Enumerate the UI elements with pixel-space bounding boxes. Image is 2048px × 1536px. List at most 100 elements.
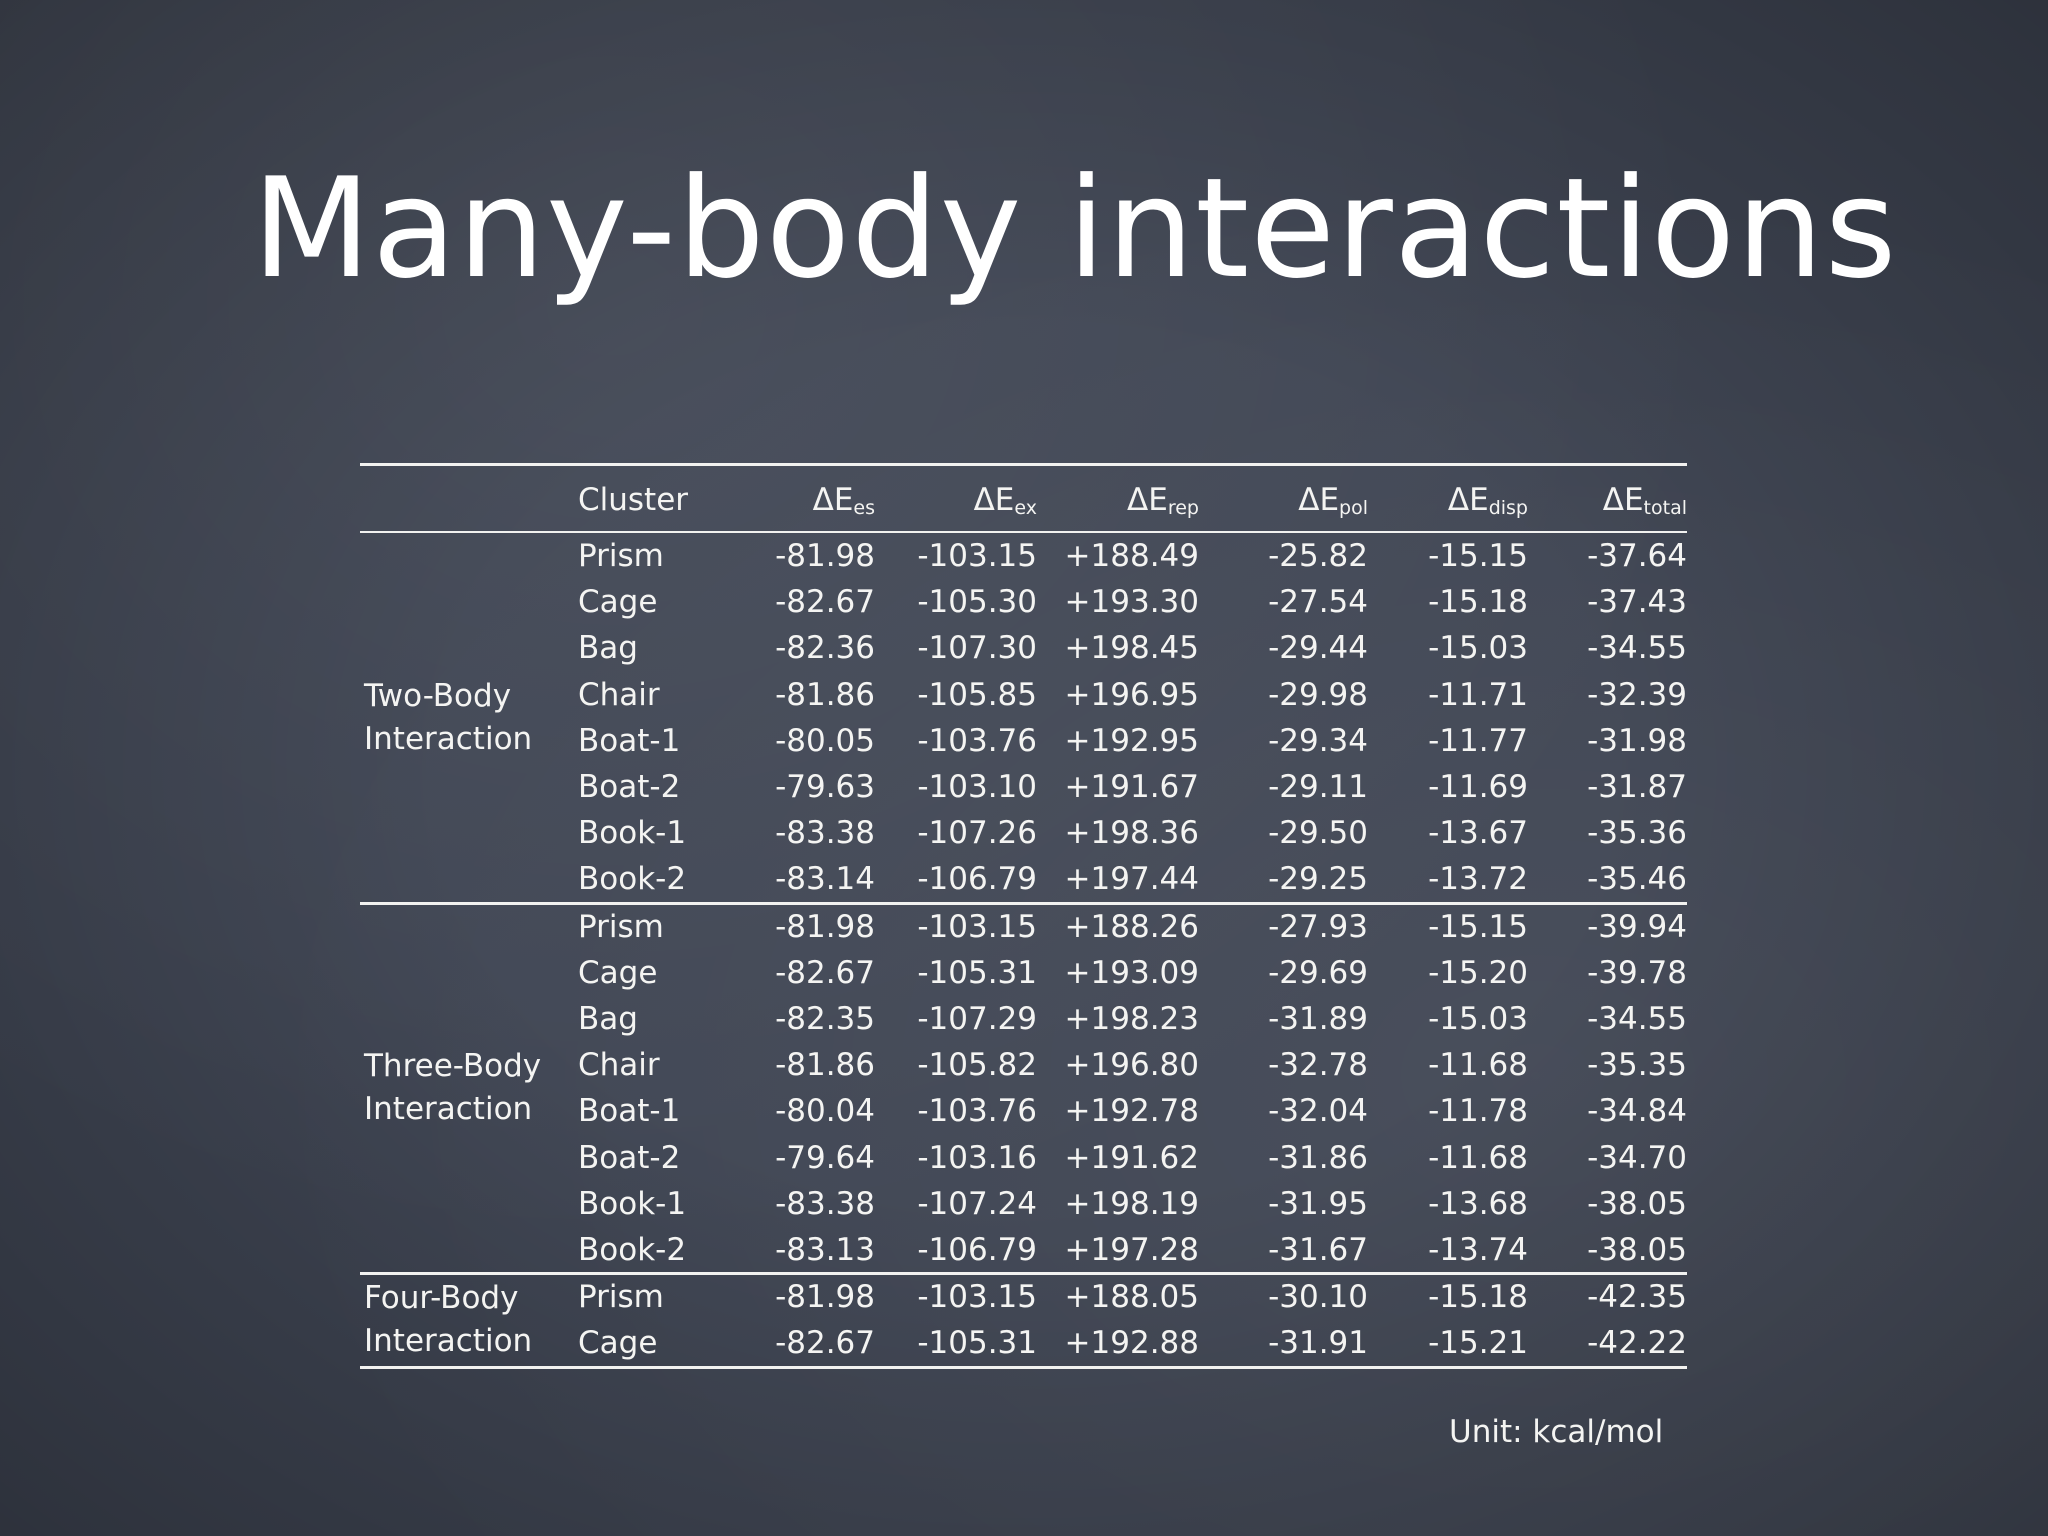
value-rep: +197.44 (1064, 861, 1199, 898)
value-disp: -15.21 (1428, 1325, 1528, 1362)
header-delta-e-es: ΔEes (812, 482, 875, 519)
table-row: Bag -82.35 -107.29 +198.23 -31.89 -15.03 -34.5… (360, 996, 1687, 1042)
value-disp: -15.20 (1428, 954, 1528, 991)
table-bottom-rule (360, 1365, 1687, 1369)
value-pol: -29.11 (1268, 769, 1368, 805)
cluster-name: Chair (578, 676, 660, 713)
table-row: Prism -81.98 -103.15 +188.26 -27.93 -15.15 -39… (360, 904, 1687, 950)
value-ex: -103.76 (917, 1093, 1037, 1130)
value-pol: -31.86 (1268, 1139, 1368, 1176)
value-pol: -29.25 (1268, 861, 1368, 898)
cluster-name: Prism (578, 1279, 664, 1316)
value-es: -82.35 (775, 1001, 875, 1037)
value-pol: -27.93 (1268, 908, 1368, 945)
cluster-name: Cage (578, 584, 658, 621)
group-label-line2: Interaction (364, 1091, 533, 1128)
value-total: -34.55 (1587, 1001, 1687, 1037)
value-total: -31.87 (1587, 769, 1687, 805)
header-delta-e-total: ΔEtotal (1602, 482, 1687, 519)
value-es: -79.63 (775, 769, 875, 805)
value-pol: -25.82 (1268, 538, 1368, 574)
value-disp: -13.72 (1428, 861, 1528, 898)
value-rep: +198.19 (1064, 1185, 1199, 1222)
value-es: -81.98 (775, 538, 875, 574)
value-rep: +198.23 (1064, 1001, 1199, 1037)
value-disp: -15.03 (1428, 1001, 1528, 1037)
value-ex: -107.30 (917, 630, 1037, 667)
value-disp: -15.15 (1428, 908, 1528, 945)
value-rep: +196.95 (1064, 676, 1199, 713)
header-delta-e-pol: ΔEpol (1298, 482, 1368, 519)
table-top-rule (360, 463, 1687, 466)
value-ex: -107.26 (917, 815, 1037, 852)
value-total: -37.43 (1587, 584, 1687, 621)
group-separator-rule (360, 901, 1687, 905)
value-total: -37.64 (1587, 538, 1687, 574)
value-es: -83.38 (775, 815, 875, 852)
cluster-name: Cage (578, 954, 658, 991)
table-row: Book-1 -83.38 -107.24 +198.19 -31.95 -13.68 -3… (360, 1181, 1687, 1227)
value-ex: -105.85 (917, 676, 1037, 713)
value-ex: -103.76 (917, 722, 1037, 759)
value-ex: -103.15 (917, 1279, 1037, 1316)
value-pol: -29.69 (1268, 954, 1368, 991)
value-disp: -15.18 (1428, 584, 1528, 621)
value-total: -35.46 (1587, 861, 1687, 898)
slide-title: Many-body interactions (252, 148, 1898, 309)
cluster-name: Prism (578, 908, 664, 945)
value-total: -42.35 (1587, 1279, 1687, 1316)
value-disp: -11.68 (1428, 1139, 1528, 1176)
value-disp: -15.15 (1428, 538, 1528, 574)
value-es: -80.04 (775, 1093, 875, 1130)
value-pol: -32.78 (1268, 1047, 1368, 1084)
table-row: Boat-2 -79.64 -103.16 +191.62 -31.86 -11.68 -3… (360, 1135, 1687, 1181)
table-row: Chair -81.86 -105.85 +196.95 -29.98 -11.71 -32… (360, 672, 1687, 718)
value-total: -34.55 (1587, 630, 1687, 667)
group-label-line2: Interaction (364, 720, 533, 757)
value-disp: -11.78 (1428, 1093, 1528, 1130)
value-pol: -29.50 (1268, 815, 1368, 852)
value-es: -82.67 (775, 954, 875, 991)
value-es: -81.98 (775, 1279, 875, 1316)
value-ex: -107.24 (917, 1185, 1037, 1222)
value-rep: +196.80 (1064, 1047, 1199, 1084)
value-total: -39.94 (1587, 908, 1687, 945)
table-row: Prism -81.98 -103.15 +188.49 -25.82 -15.15 -37… (360, 533, 1687, 579)
cluster-name: Cage (578, 1325, 658, 1362)
value-disp: -15.18 (1428, 1279, 1528, 1316)
value-total: -31.98 (1587, 722, 1687, 759)
value-rep: +188.26 (1064, 908, 1199, 945)
value-disp: -13.74 (1428, 1232, 1528, 1268)
cluster-name: Book-2 (578, 861, 687, 898)
value-total: -35.36 (1587, 815, 1687, 852)
value-rep: +198.45 (1064, 630, 1199, 667)
group-label-line1: Four-Body (364, 1280, 519, 1317)
value-es: -83.38 (775, 1185, 875, 1222)
group-label-line1: Three-Body (364, 1048, 542, 1085)
header-delta-e-disp: ΔEdisp (1447, 482, 1528, 519)
value-ex: -105.31 (917, 954, 1037, 991)
value-pol: -30.10 (1268, 1279, 1368, 1316)
value-rep: +191.67 (1064, 769, 1199, 805)
value-ex: -105.30 (917, 584, 1037, 621)
value-ex: -106.79 (917, 861, 1037, 898)
cluster-name: Book-1 (578, 1185, 687, 1222)
header-cluster: Cluster (578, 482, 689, 518)
cluster-name: Bag (578, 630, 638, 667)
table-row: Cage -82.67 -105.31 +192.88 -31.91 -15.21 -42.… (360, 1320, 1687, 1366)
unit-note: Unit: kcal/mol (1449, 1414, 1664, 1450)
value-es: -82.67 (775, 584, 875, 621)
table-header-row: Cluster ΔEes ΔEex ΔErep ΔEpol ΔEdisp ΔEt… (360, 477, 1687, 523)
group-separator-rule (360, 1272, 1687, 1276)
value-rep: +188.49 (1064, 538, 1199, 574)
table-row: Boat-1 -80.05 -103.76 +192.95 -29.34 -11.77 -3… (360, 718, 1687, 764)
table-row: Cage -82.67 -105.31 +193.09 -29.69 -15.20 -39.… (360, 950, 1687, 996)
value-pol: -31.67 (1268, 1232, 1368, 1268)
table-row: Bag -82.36 -107.30 +198.45 -29.44 -15.03 -34.5… (360, 625, 1687, 671)
value-rep: +188.05 (1064, 1279, 1199, 1316)
cluster-name: Chair (578, 1047, 660, 1084)
value-rep: +197.28 (1064, 1232, 1199, 1268)
header-delta-e-rep: ΔErep (1127, 482, 1199, 519)
value-pol: -29.34 (1268, 722, 1368, 759)
value-ex: -103.15 (917, 538, 1037, 574)
